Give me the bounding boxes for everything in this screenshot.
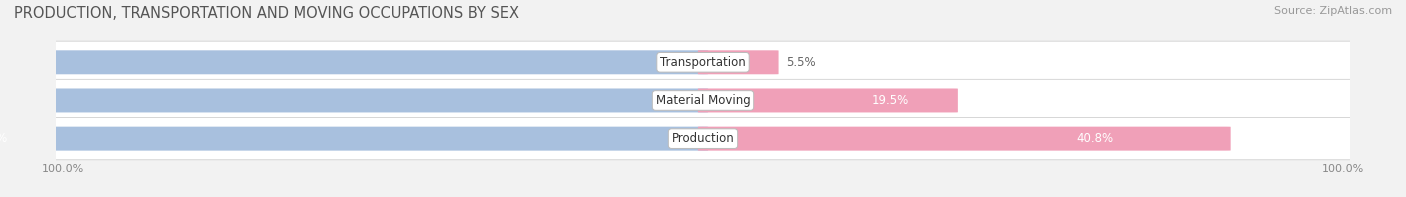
Text: Source: ZipAtlas.com: Source: ZipAtlas.com	[1274, 6, 1392, 16]
Text: Material Moving: Material Moving	[655, 94, 751, 107]
Text: 59.2%: 59.2%	[0, 132, 7, 145]
FancyBboxPatch shape	[46, 79, 1360, 122]
FancyBboxPatch shape	[697, 88, 957, 112]
FancyBboxPatch shape	[0, 50, 709, 74]
FancyBboxPatch shape	[697, 127, 1230, 151]
FancyBboxPatch shape	[0, 127, 709, 151]
Text: Production: Production	[672, 132, 734, 145]
FancyBboxPatch shape	[46, 117, 1360, 160]
Text: 5.5%: 5.5%	[786, 56, 815, 69]
FancyBboxPatch shape	[697, 50, 779, 74]
FancyBboxPatch shape	[46, 41, 1360, 84]
Text: Transportation: Transportation	[661, 56, 745, 69]
Text: 19.5%: 19.5%	[872, 94, 908, 107]
Text: 40.8%: 40.8%	[1077, 132, 1114, 145]
Legend: Male, Female: Male, Female	[638, 196, 768, 197]
Text: PRODUCTION, TRANSPORTATION AND MOVING OCCUPATIONS BY SEX: PRODUCTION, TRANSPORTATION AND MOVING OC…	[14, 6, 519, 21]
FancyBboxPatch shape	[0, 88, 709, 112]
